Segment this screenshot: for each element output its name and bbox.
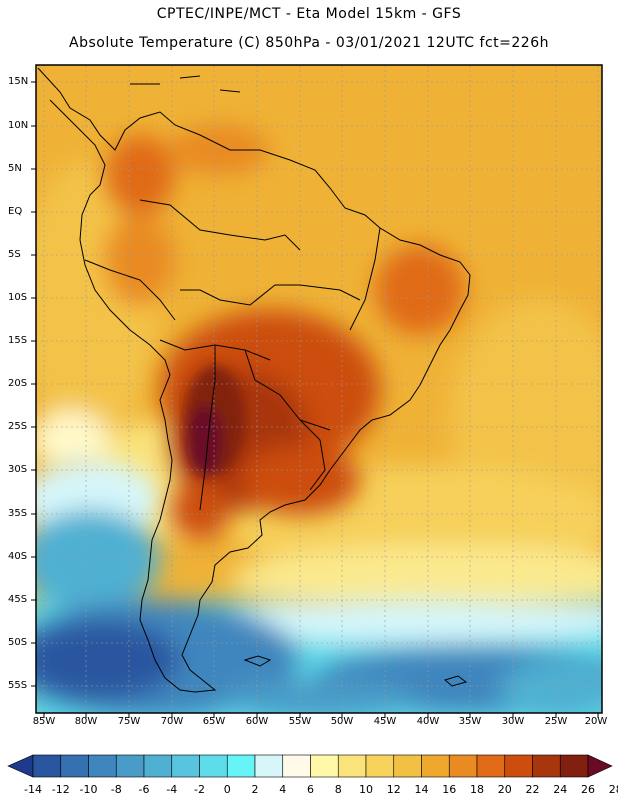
lon-label: 55W [288, 716, 312, 727]
lon-label: 50W [330, 716, 354, 727]
lat-label: 5S [8, 249, 21, 260]
colorbar-label: 0 [223, 783, 231, 796]
colorbar-label: 12 [386, 783, 401, 796]
colorbar-label: 20 [497, 783, 512, 796]
colorbar-label: 6 [307, 783, 314, 796]
lon-label: 65W [202, 716, 226, 727]
colorbar-swatch [199, 754, 228, 778]
colorbar-swatch [88, 754, 117, 778]
colorbar-swatch [7, 754, 34, 778]
colorbar-label: 14 [414, 783, 429, 796]
colorbar-swatch [226, 754, 256, 778]
colorbar-label: 22 [525, 783, 540, 796]
coastlines [37, 67, 471, 693]
colorbar-swatch [143, 754, 173, 778]
lat-label: 45S [8, 594, 28, 605]
colorbar-label: 10 [359, 783, 373, 796]
colorbar-label: -10 [79, 783, 98, 796]
lat-label: 10N [8, 120, 29, 131]
map-title: CPTEC/INPE/MCT - Eta Model 15km - GFS [156, 6, 462, 22]
colorbar-swatch [532, 754, 561, 778]
lat-label: 20S [8, 378, 28, 389]
colorbar-label: -4 [166, 783, 178, 796]
lon-label: 75W [117, 716, 141, 727]
colorbar-label: -14 [24, 783, 42, 796]
ticks [31, 81, 599, 718]
colorbar-swatch [504, 754, 533, 778]
colorbar-swatch [254, 754, 284, 778]
lon-label: 60W [245, 716, 269, 727]
colorbar-swatch [559, 754, 589, 778]
colorbar-swatch [32, 754, 62, 778]
lon-label: 80W [74, 716, 98, 727]
colorbar-swatch [448, 754, 478, 778]
colorbar-swatch [337, 754, 367, 778]
lat-label: 15N [8, 76, 29, 87]
colorbar-swatch [421, 754, 450, 778]
colorbar-swatch [115, 754, 145, 778]
lat-label: 10S [8, 292, 28, 303]
colorbar-label: 28 [608, 783, 618, 796]
lat-label: 55S [8, 680, 28, 691]
lon-label: 40W [416, 716, 440, 727]
colorbar-label: -6 [138, 783, 150, 796]
colorbar-label: -8 [110, 783, 122, 796]
lon-label: 30W [501, 716, 525, 727]
lon-label: 70W [160, 716, 184, 727]
colorbar-swatch [310, 754, 339, 778]
lon-label: 35W [458, 716, 482, 727]
lat-label: 35S [8, 508, 28, 519]
map-subtitle: Absolute Temperature (C) 850hPa - 03/01/… [69, 35, 549, 51]
lat-label: 30S [8, 464, 28, 475]
colorbar-swatch [171, 754, 200, 778]
graticule [36, 65, 602, 713]
colorbar-swatch [476, 754, 506, 778]
colorbar-label: -2 [194, 783, 205, 796]
map-frame [35, 64, 603, 714]
lon-label: 85W [32, 716, 56, 727]
lat-label: 40S [8, 551, 28, 562]
lat-label: EQ [8, 206, 23, 217]
colorbar-swatch [365, 754, 395, 778]
colorbar-label: 4 [279, 783, 287, 796]
colorbar-label: -12 [51, 783, 70, 796]
lat-label: 25S [8, 421, 28, 432]
colorbar-label: 26 [581, 783, 595, 796]
colorbar-swatch [60, 754, 89, 778]
lat-label: 15S [8, 335, 28, 346]
colorbar-label: 8 [334, 783, 342, 796]
colorbar-label: 18 [470, 783, 484, 796]
colorbar [7, 754, 613, 778]
temperature-field [36, 65, 602, 713]
lon-label: 45W [373, 716, 397, 727]
lat-label: 5N [8, 163, 22, 174]
colorbar-label: 2 [251, 783, 259, 796]
colorbar-label: 16 [442, 783, 457, 796]
colorbar-swatch [393, 754, 422, 778]
colorbar-swatch [282, 754, 311, 778]
lon-label: 25W [544, 716, 568, 727]
lon-label: 20W [584, 716, 608, 727]
colorbar-label: 24 [553, 783, 568, 796]
colorbar-swatch [587, 754, 613, 778]
lat-label: 50S [8, 637, 28, 648]
